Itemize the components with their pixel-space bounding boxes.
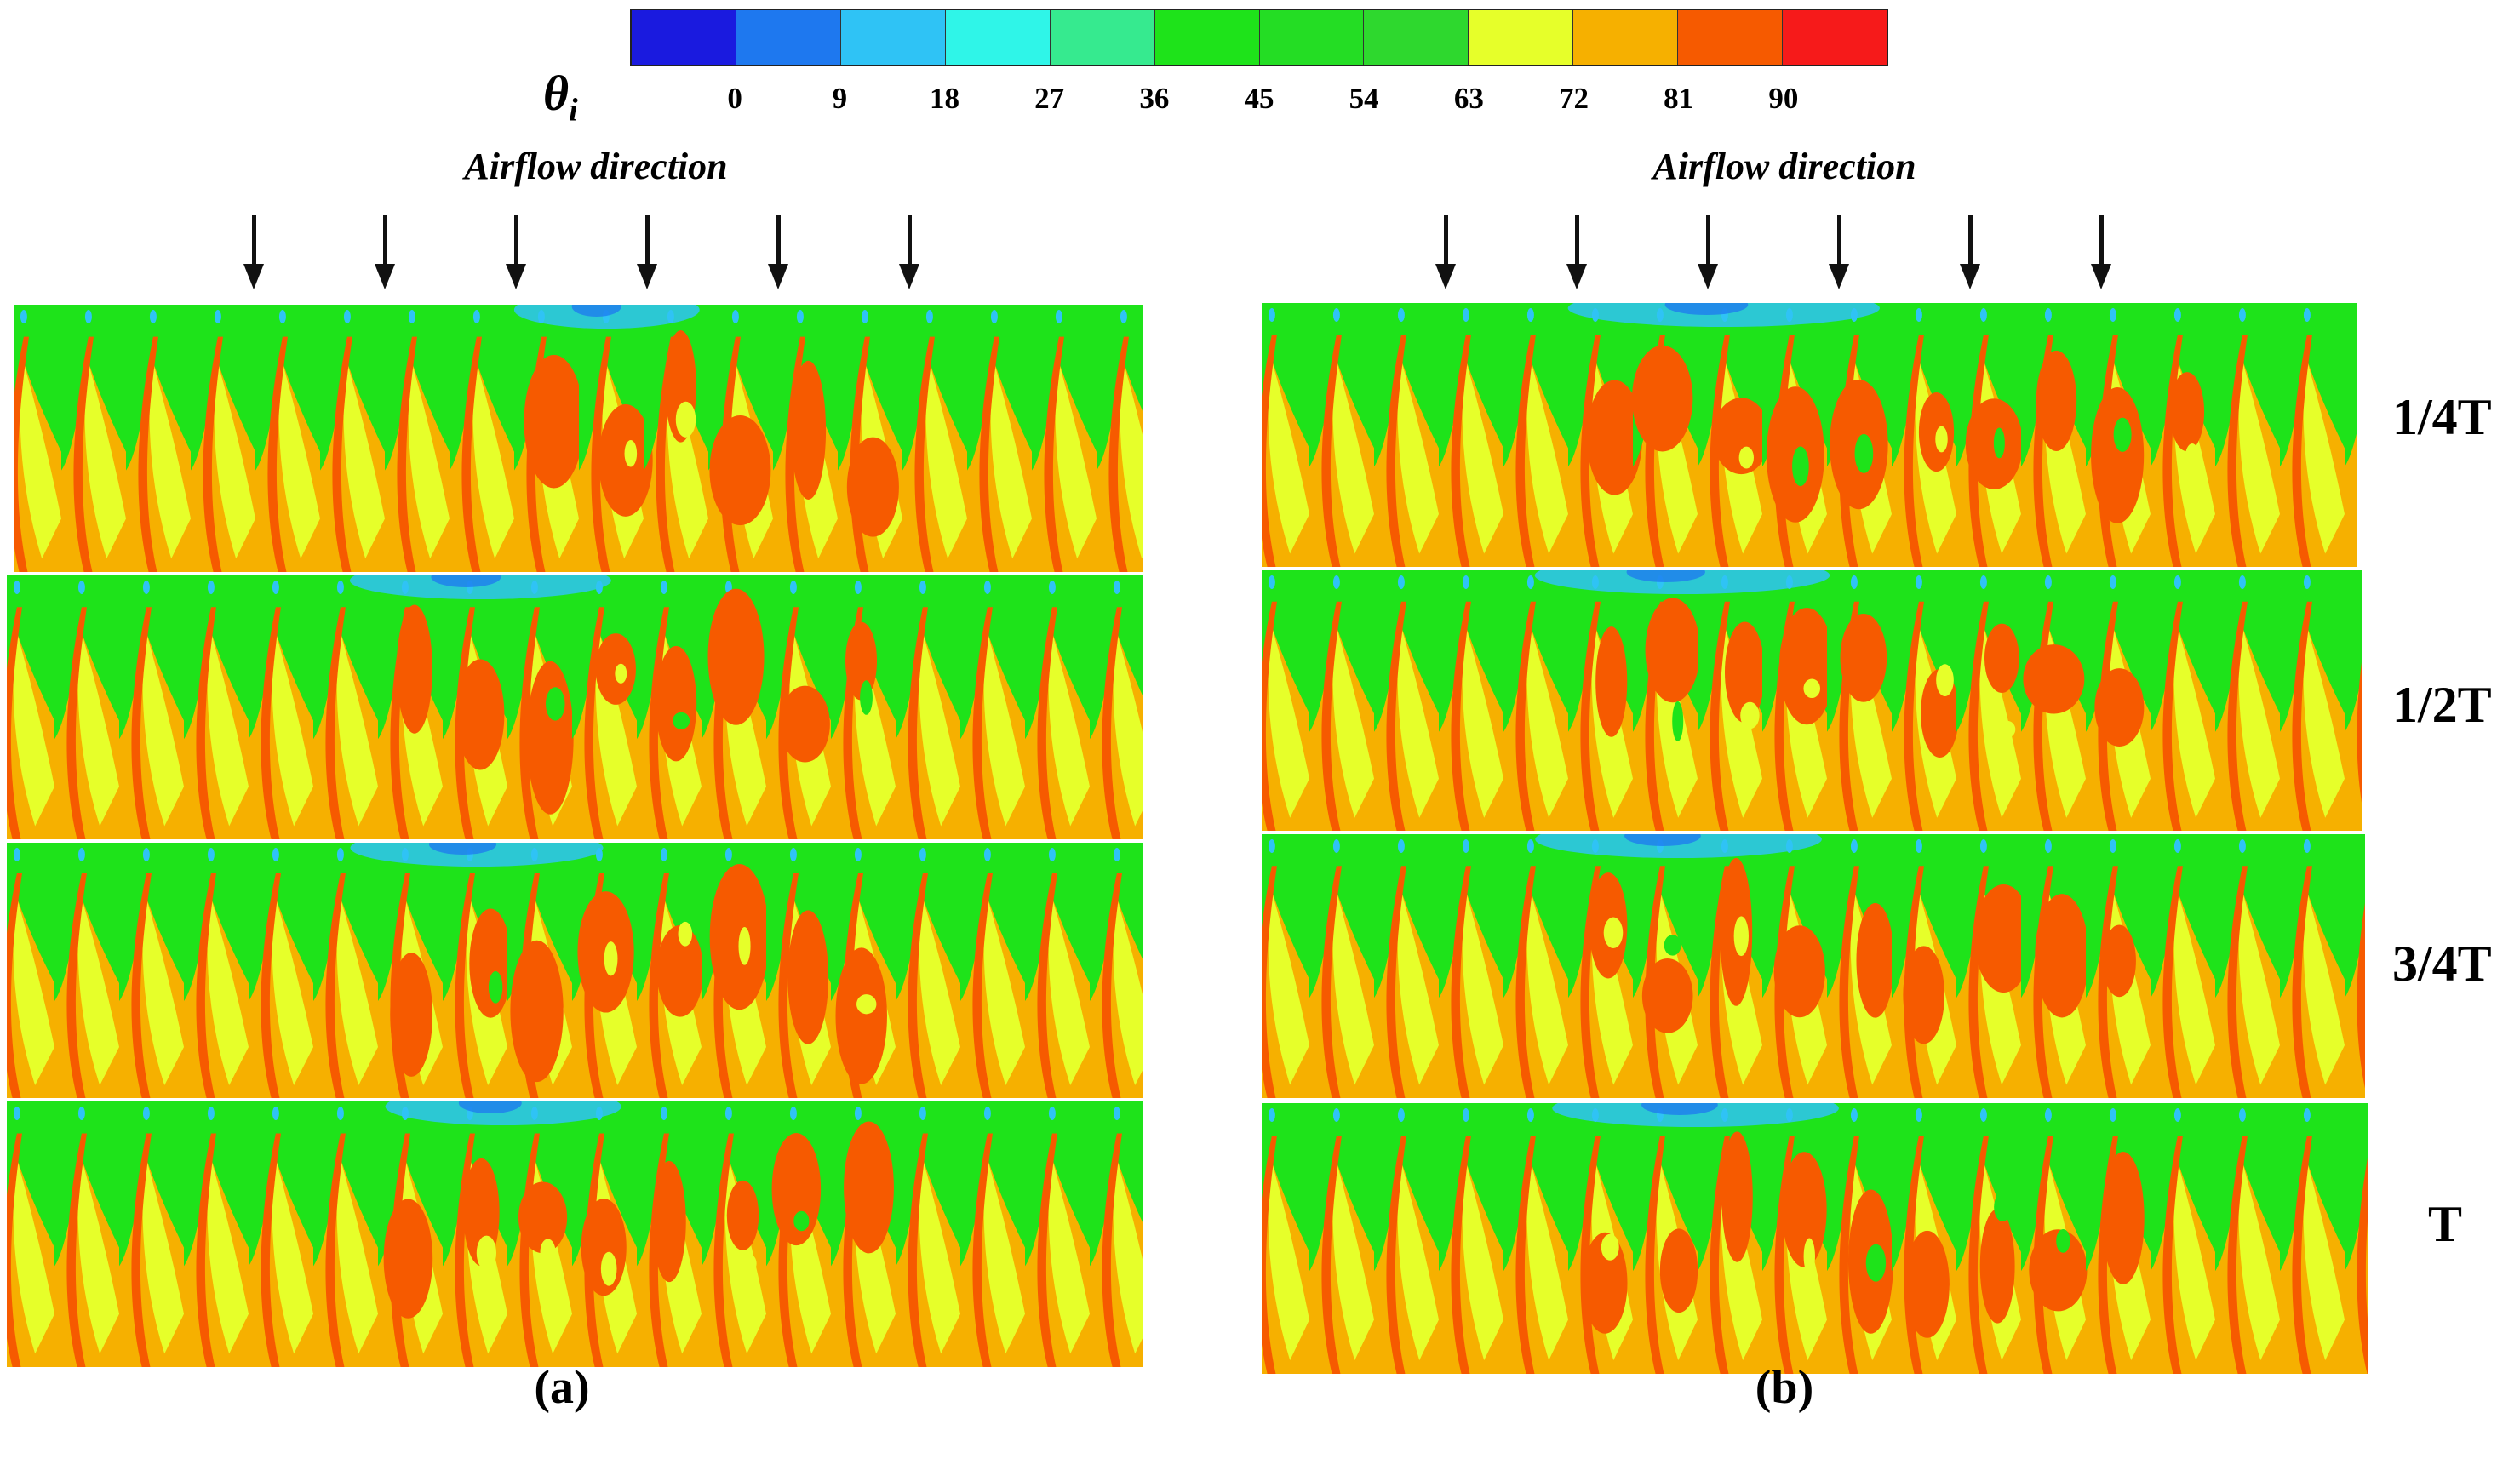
colorbar-segment: [1364, 10, 1469, 65]
colorbar-tick-label: 72: [1559, 82, 1589, 115]
colorbar-tick-label: 54: [1349, 82, 1379, 115]
contour-panel: [1262, 834, 2365, 1098]
colorbar-segment: [632, 10, 736, 65]
colorbar-segment: [840, 10, 946, 65]
colorbar-tick-label: 81: [1664, 82, 1694, 115]
contour-panel: [1262, 570, 2362, 831]
contour-panel: [1262, 303, 2357, 567]
time-label-half: 1/2T: [2392, 677, 2492, 733]
colorbar-tick-label: 90: [1768, 82, 1799, 115]
contour-panel: [14, 305, 1143, 572]
subfigure-label-a: (a): [534, 1361, 590, 1414]
colorbar-tick-label: 36: [1139, 82, 1170, 115]
time-label-three-quarter: 3/4T: [2392, 935, 2492, 992]
colorbar-segment: [1050, 10, 1155, 65]
colorbar-segment: [1154, 10, 1260, 65]
colorbar-segment: [1469, 10, 1574, 65]
colorbar-segment: [1573, 10, 1679, 65]
colorbar-tick-label: 9: [832, 82, 848, 115]
colorbar-tick-label: 63: [1453, 82, 1484, 115]
colorbar-segment: [736, 10, 841, 65]
colorbar-tick-label: 0: [727, 82, 742, 115]
airflow-label-left: Airflow direction: [464, 146, 728, 187]
colorbar-segment: [1678, 10, 1784, 65]
subfigure-label-b: (b): [1755, 1361, 1814, 1414]
colorbar-tick-label: 27: [1034, 82, 1065, 115]
airflow-label-right: Airflow direction: [1652, 146, 1916, 187]
colorbar-tick-label: 45: [1244, 82, 1274, 115]
contour-panel: [7, 843, 1143, 1098]
contour-panel: [7, 1101, 1143, 1367]
colorbar-subscript: i: [569, 92, 578, 129]
time-label-quarter: 1/4T: [2392, 389, 2492, 445]
contour-panel: [1262, 1103, 2368, 1374]
colorbar-symbol: θi: [543, 65, 578, 129]
colorbar: [630, 9, 1888, 66]
colorbar-tick-label: 18: [930, 82, 959, 115]
time-label-full: T: [2428, 1196, 2463, 1252]
colorbar-segment: [1783, 10, 1887, 65]
colorbar-segment: [1259, 10, 1365, 65]
contour-panel: [7, 575, 1143, 839]
colorbar-symbol-text: θ: [543, 66, 570, 121]
colorbar-segment: [945, 10, 1051, 65]
